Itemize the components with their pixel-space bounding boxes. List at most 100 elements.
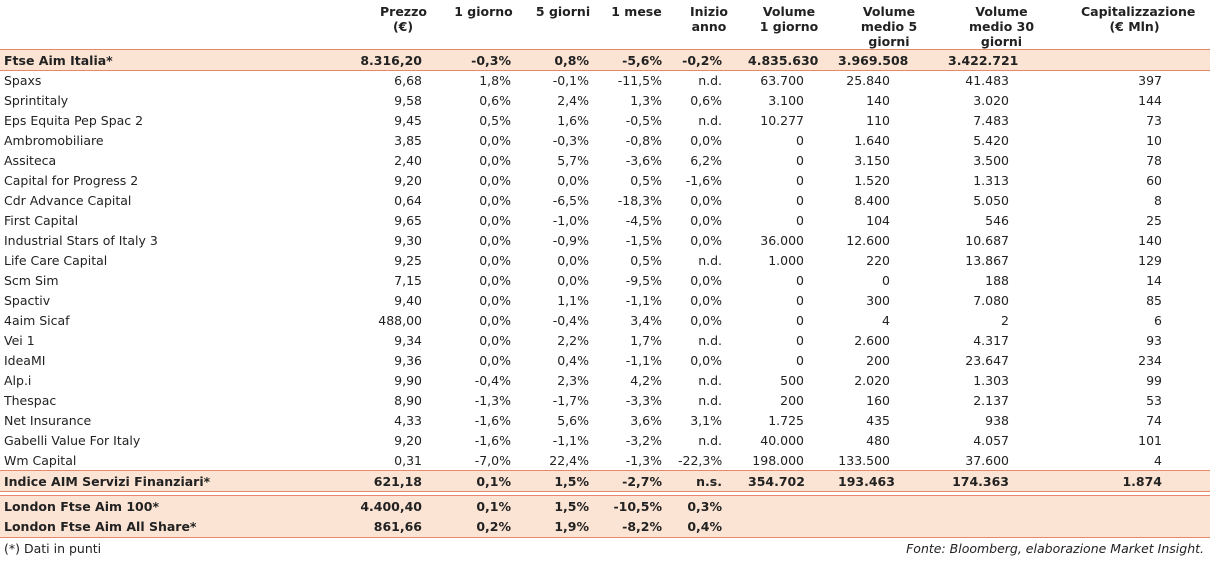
stock-1-month: -11,5% <box>617 73 662 89</box>
table-row: Scm Sim 7,15 0,0% 0,0% -9,5% 0,0% 0 0 188 14 <box>0 271 1210 291</box>
stock-price: 9,30 <box>394 233 422 248</box>
index-row-ftse-aim-italia: Ftse Aim Italia* 8.316,20 -0,3% 0,8% -5,… <box>0 49 1210 71</box>
london-index-1-day: 0,1% <box>476 498 511 514</box>
stock-price: 2,40 <box>394 153 422 168</box>
stock-1-day: -1,6% <box>474 413 511 428</box>
stock-volume-30-days: 4.317 <box>973 333 1009 348</box>
stock-ytd: n.d. <box>698 433 722 448</box>
stock-1-day: 0,5% <box>479 113 511 128</box>
london-index-1-month: -8,2% <box>622 519 662 535</box>
stock-price: 7,15 <box>394 273 422 288</box>
stock-ytd: n.d. <box>698 373 722 388</box>
stock-ytd: n.d. <box>698 333 722 348</box>
stock-1-day: 0,0% <box>479 233 511 248</box>
stock-capitalization: 144 <box>1138 93 1162 108</box>
table-row: Ambromobiliare 3,85 0,0% -0,3% -0,8% 0,0% 0 1.6… <box>0 131 1210 151</box>
table-row: Thespac 8,90 -1,3% -1,7% -3,3% n.d. 200 160 2.13… <box>0 391 1210 411</box>
stock-volume-30-days: 7.483 <box>973 113 1009 128</box>
stock-volume-5-days: 1.640 <box>854 133 890 148</box>
stock-price: 0,64 <box>394 193 422 208</box>
stock-capitalization: 101 <box>1138 433 1162 448</box>
stock-volume-1-day: 10.277 <box>760 113 804 128</box>
stock-volume-1-day: 3.100 <box>768 93 804 108</box>
stock-1-month: -1,3% <box>625 452 662 468</box>
london-index-ytd: 0,4% <box>687 519 722 535</box>
stock-price: 8,90 <box>394 393 422 408</box>
stock-name: Gabelli Value For Italy <box>4 433 141 448</box>
stock-volume-5-days: 435 <box>866 413 890 428</box>
stock-capitalization: 60 <box>1146 173 1162 188</box>
stock-name: First Capital <box>4 213 79 228</box>
stock-name: IdeaMI <box>4 353 46 368</box>
stock-volume-5-days: 2.020 <box>854 373 890 388</box>
stock-volume-5-days: 160 <box>866 393 890 408</box>
table-row: Capital for Progress 2 9,20 0,0% 0,0% 0,5% -1… <box>0 171 1210 191</box>
stock-ytd: 0,0% <box>690 313 722 328</box>
london-index-name: London Ftse Aim All Share* <box>4 519 197 535</box>
stock-price: 9,20 <box>394 433 422 448</box>
stock-price: 9,20 <box>394 173 422 188</box>
table-row: First Capital 9,65 0,0% -1,0% -4,5% 0,0% 0 104 5… <box>0 211 1210 231</box>
stock-1-day: 0,6% <box>479 93 511 108</box>
stock-volume-30-days: 37.600 <box>965 452 1009 468</box>
stock-volume-5-days: 0 <box>882 273 890 288</box>
stock-volume-30-days: 10.687 <box>965 233 1009 248</box>
sector-index-price: 621,18 <box>373 473 422 489</box>
stock-volume-30-days: 4.057 <box>973 433 1009 448</box>
table-row: IdeaMI 9,36 0,0% 0,4% -1,1% 0,0% 0 200 23.647 234 <box>0 351 1210 371</box>
stock-5-days: 0,0% <box>557 253 589 268</box>
stock-ytd: 0,0% <box>690 133 722 148</box>
stock-capitalization: 397 <box>1138 73 1162 89</box>
stock-1-day: -7,0% <box>474 452 511 468</box>
stock-name: Vei 1 <box>4 333 35 348</box>
table-row: Assiteca 2,40 0,0% 5,7% -3,6% 6,2% 0 3.150 3.500… <box>0 151 1210 171</box>
stock-volume-1-day: 0 <box>796 293 804 308</box>
stock-capitalization: 14 <box>1146 273 1162 288</box>
stock-volume-30-days: 2.137 <box>973 393 1009 408</box>
stock-1-month: -3,3% <box>625 393 662 408</box>
stock-5-days: -0,1% <box>552 73 589 89</box>
stock-ytd: 0,0% <box>690 213 722 228</box>
table-row: 4aim Sicaf 488,00 0,0% -0,4% 3,4% 0,0% 0 4 2 6 <box>0 311 1210 331</box>
index-capitalization <box>1059 50 1210 71</box>
stock-volume-5-days: 3.150 <box>854 153 890 168</box>
stock-ytd: -1,6% <box>685 173 722 188</box>
stock-5-days: -0,9% <box>552 233 589 248</box>
stock-1-month: 3,4% <box>630 313 662 328</box>
stock-name: Spaxs <box>4 73 42 89</box>
stock-volume-1-day: 0 <box>796 153 804 168</box>
stock-1-day: 0,0% <box>479 213 511 228</box>
stock-1-month: -3,6% <box>625 153 662 168</box>
stock-5-days: 22,4% <box>549 452 589 468</box>
stock-name: Alp.i <box>4 373 32 388</box>
stock-name: Sprintitaly <box>4 93 69 108</box>
stock-ytd: n.d. <box>698 73 722 89</box>
stock-price: 9,25 <box>394 253 422 268</box>
stock-1-month: -0,5% <box>625 113 662 128</box>
stock-name: Cdr Advance Capital <box>4 193 132 208</box>
header-volume-5-days: Volume medio 5 giorni <box>860 4 918 49</box>
stock-volume-1-day: 1.725 <box>768 413 804 428</box>
index-row-london-ftse-aim-all-share: London Ftse Aim All Share* 861,66 0,2% 1… <box>0 516 1210 538</box>
stock-volume-30-days: 188 <box>985 273 1009 288</box>
stock-name: Industrial Stars of Italy 3 <box>4 233 158 248</box>
stock-1-day: 0,0% <box>479 293 511 308</box>
sector-index-volume-1-day: 354.702 <box>748 473 805 489</box>
table-row: Spactiv 9,40 0,0% 1,1% -1,1% 0,0% 0 300 7.080 85 <box>0 291 1210 311</box>
index-volume-30-days: 3.422.721 <box>948 52 1019 68</box>
stock-5-days: 2,4% <box>557 93 589 108</box>
stock-volume-30-days: 5.050 <box>973 193 1009 208</box>
stock-price: 9,34 <box>394 333 422 348</box>
sector-index-capitalization: 1.874 <box>1122 473 1162 489</box>
stock-name: Ambromobiliare <box>4 133 104 148</box>
stock-1-day: 0,0% <box>479 273 511 288</box>
stock-1-month: -1,5% <box>625 233 662 248</box>
stock-volume-30-days: 3.500 <box>973 153 1009 168</box>
stock-volume-1-day: 0 <box>796 133 804 148</box>
stock-volume-1-day: 0 <box>796 193 804 208</box>
stock-1-day: 0,0% <box>479 353 511 368</box>
stock-volume-1-day: 1.000 <box>768 253 804 268</box>
index-name: Ftse Aim Italia* <box>4 52 113 68</box>
stock-name: Net Insurance <box>4 413 92 428</box>
stock-volume-5-days: 140 <box>866 93 890 108</box>
